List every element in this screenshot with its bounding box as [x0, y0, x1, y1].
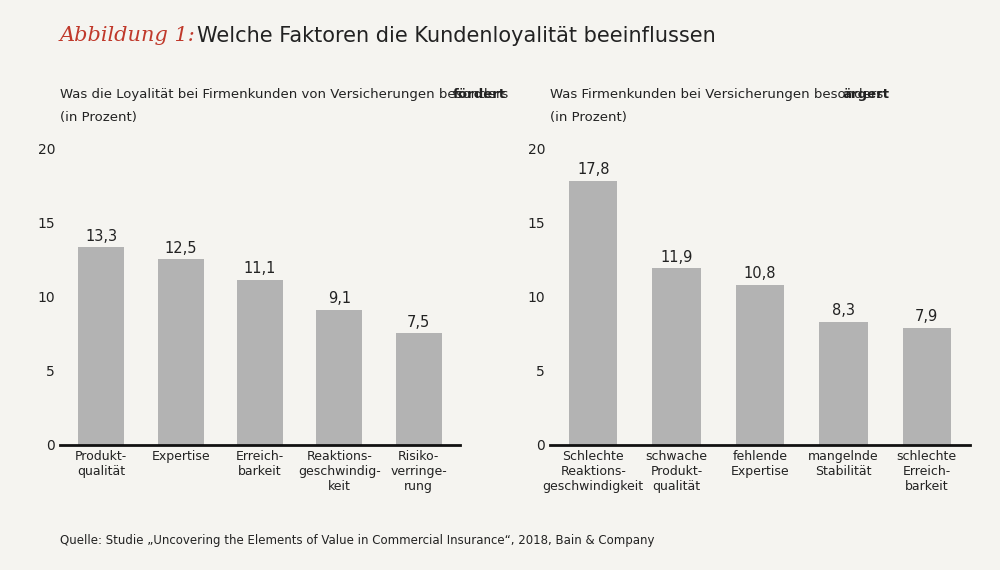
- Bar: [903, 328, 951, 445]
- Text: 11,1: 11,1: [244, 262, 276, 276]
- Text: Quelle: Studie „Uncovering the Elements of Value in Commercial Insurance“, 2018,: Quelle: Studie „Uncovering the Elements …: [60, 534, 654, 547]
- Bar: [819, 321, 868, 445]
- Text: 12,5: 12,5: [164, 241, 197, 255]
- Text: Abbildung 1:: Abbildung 1:: [60, 26, 202, 44]
- Text: 17,8: 17,8: [577, 162, 610, 177]
- Text: 9,1: 9,1: [328, 291, 351, 306]
- Text: fördert: fördert: [453, 88, 506, 101]
- Bar: [158, 259, 204, 445]
- Text: 11,9: 11,9: [660, 250, 693, 264]
- Bar: [736, 284, 784, 445]
- Text: 7,9: 7,9: [915, 309, 938, 324]
- Text: Was Firmenkunden bei Versicherungen besonders: Was Firmenkunden bei Versicherungen beso…: [550, 88, 888, 101]
- Text: Welche Faktoren die Kundenloyalität beeinflussen: Welche Faktoren die Kundenloyalität beei…: [197, 26, 716, 46]
- Bar: [237, 280, 283, 445]
- Bar: [569, 181, 617, 445]
- Text: ärgert: ärgert: [842, 88, 889, 101]
- Text: 7,5: 7,5: [407, 315, 430, 329]
- Text: 10,8: 10,8: [744, 266, 776, 281]
- Text: 8,3: 8,3: [832, 303, 855, 318]
- Bar: [652, 268, 701, 445]
- Text: Was die Loyalität bei Firmenkunden von Versicherungen besonders: Was die Loyalität bei Firmenkunden von V…: [60, 88, 512, 101]
- Bar: [78, 247, 124, 445]
- Text: (in Prozent): (in Prozent): [550, 111, 627, 124]
- Bar: [316, 310, 362, 445]
- Text: 13,3: 13,3: [85, 229, 117, 244]
- Bar: [396, 333, 442, 445]
- Text: (in Prozent): (in Prozent): [60, 111, 137, 124]
